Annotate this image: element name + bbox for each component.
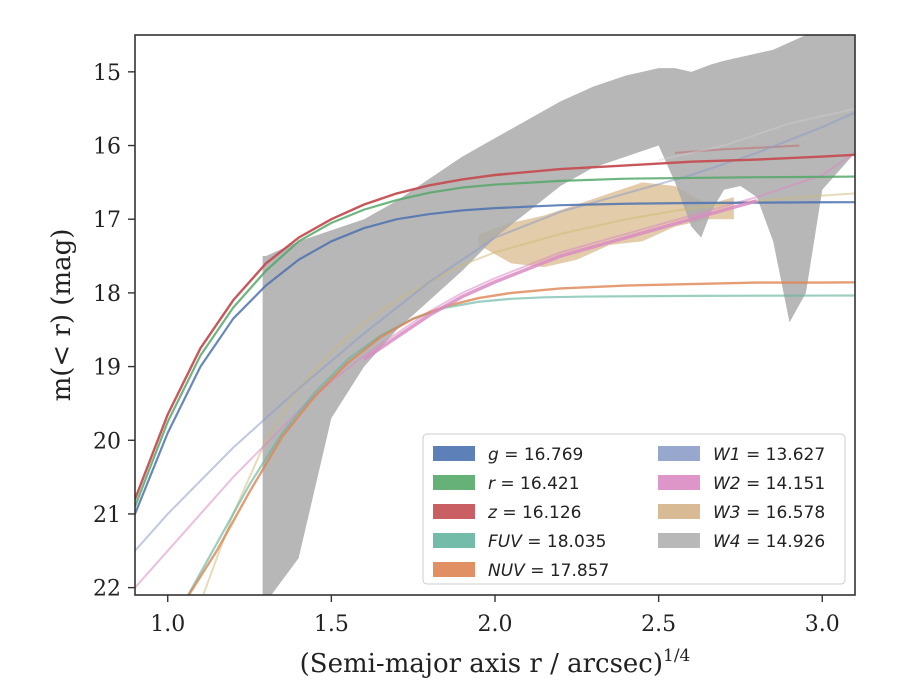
x-axis-label-exponent: 1/4: [663, 646, 690, 666]
y-tick-label: 20: [93, 429, 121, 454]
y-tick-label: 22: [93, 577, 121, 602]
faint-line-0: [674, 144, 800, 154]
legend-swatch-w2: [658, 475, 700, 490]
y-axis-ticks: 15 16 17 18 19 20 21 22: [93, 61, 135, 602]
legend-swatch-fuv: [433, 533, 475, 548]
y-tick-label: 17: [93, 208, 121, 233]
legend-swatch-w4: [658, 533, 700, 548]
legend-label-fuv: FUV = 18.035: [488, 532, 606, 552]
legend-swatch-g: [433, 446, 475, 461]
y-tick-label: 19: [93, 356, 121, 381]
y-tick-label: 15: [93, 61, 121, 86]
y-axis-label: m(< r) (mag): [47, 229, 77, 402]
x-tick-label: 1.0: [150, 612, 185, 637]
legend-label-z: z = 16.126: [487, 503, 581, 523]
x-axis-label: (Semi-major axis r / arcsec)1/4: [300, 646, 691, 679]
series-line-r: [135, 175, 855, 508]
series-line-w1: [135, 111, 855, 552]
legend-box: [422, 433, 846, 585]
y-tick-label: 16: [93, 135, 121, 160]
x-tick-label: 2.0: [478, 612, 513, 637]
legend-label-w3: W3 = 16.578: [713, 503, 825, 523]
legend-swatch-r: [433, 475, 475, 490]
y-tick-label: 18: [93, 282, 121, 307]
legend-swatch-z: [433, 504, 475, 519]
legend-label-w1: W1 = 13.627: [713, 445, 825, 465]
y-tick-label: 21: [93, 503, 121, 528]
x-tick-label: 1.5: [314, 612, 349, 637]
x-axis-ticks: 1.0 1.5 2.0 2.5 3.0: [150, 595, 840, 637]
legend-swatch-w1: [658, 446, 700, 461]
series-line-w3: [202, 192, 855, 595]
legend-swatch-nuv: [433, 562, 475, 577]
legend-swatch-w3: [658, 504, 700, 519]
legend-label-w2: W2 = 14.151: [713, 474, 825, 494]
series-line-w2: [135, 151, 855, 589]
series-line-w2-bold: [363, 199, 758, 361]
series-line-z: [135, 153, 855, 501]
x-tick-label: 3.0: [805, 612, 840, 637]
x-tick-label: 2.5: [641, 612, 676, 637]
legend-label-g: g = 16.769: [488, 445, 583, 465]
legend: g = 16.769 r = 16.421 z = 16.126 FUV = 18.0…: [422, 433, 846, 585]
x-axis-label-main: (Semi-major axis r / arcsec): [300, 649, 663, 679]
series-lines: [135, 107, 855, 595]
legend-label-r: r = 16.421: [488, 474, 580, 494]
faint-line-1: [658, 107, 855, 162]
series-line-g: [135, 201, 855, 516]
band-w4: [262, 35, 855, 595]
legend-label-w4: W4 = 14.926: [713, 532, 825, 552]
legend-label-nuv: NUV = 17.857: [488, 561, 609, 581]
